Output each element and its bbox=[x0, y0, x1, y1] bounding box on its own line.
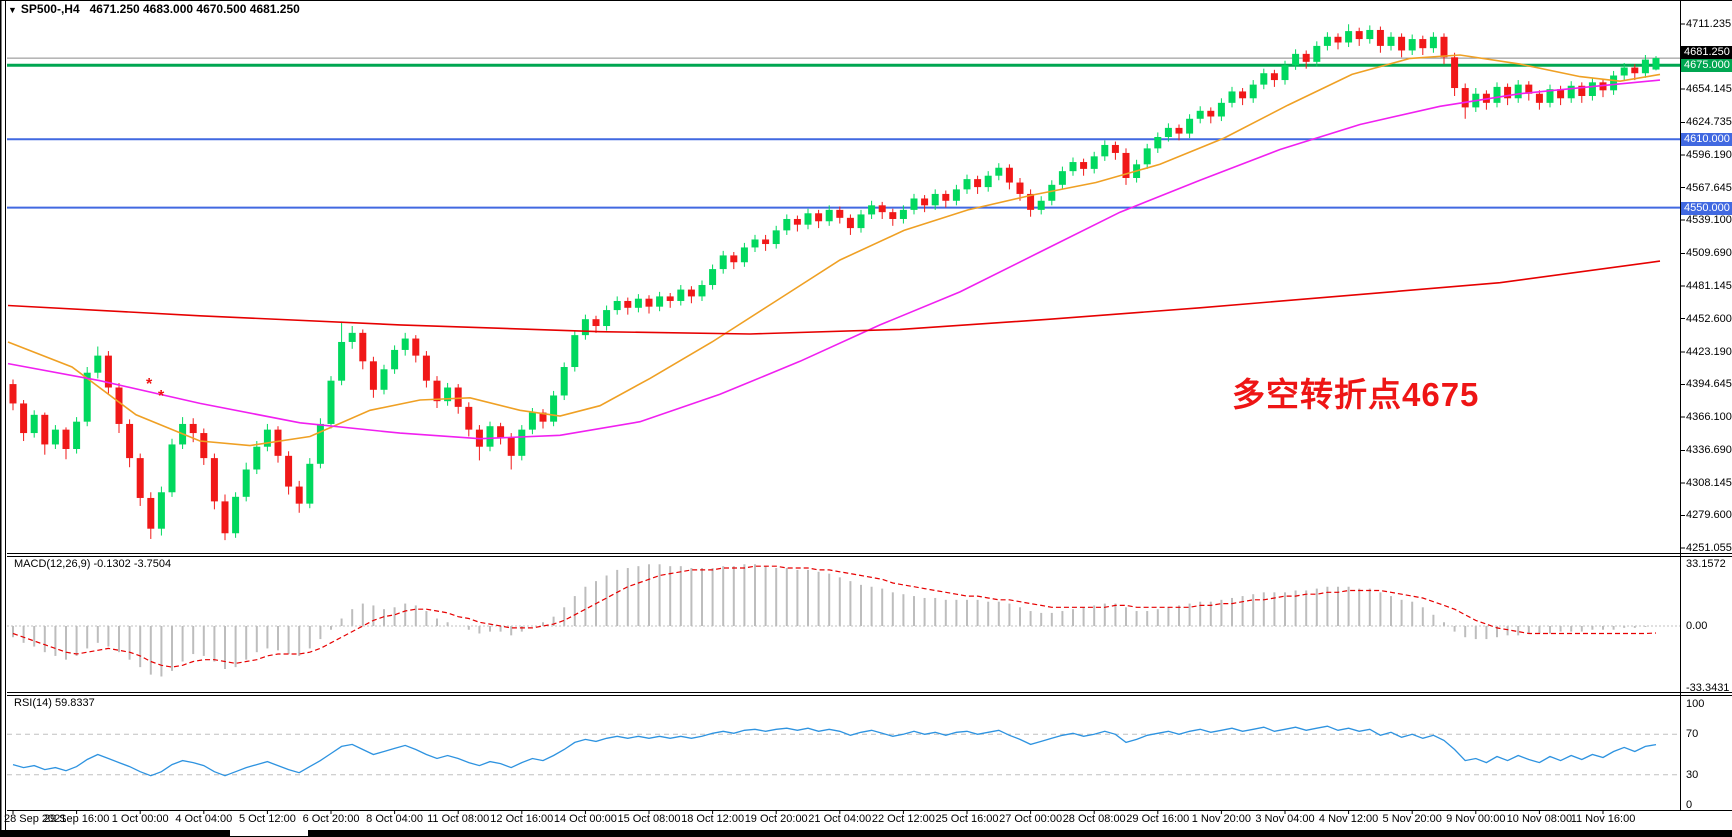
macd-axis-label: 0.00 bbox=[1686, 620, 1708, 632]
macd-axis-label: -33.3431 bbox=[1686, 682, 1730, 694]
time-tick-label: 15 Oct 08:00 bbox=[617, 813, 681, 825]
time-tick-label: 6 Oct 20:00 bbox=[302, 813, 360, 825]
blue-level-label: 4610.000 bbox=[1681, 133, 1732, 146]
time-tick-label: 27 Oct 00:00 bbox=[999, 813, 1063, 825]
price-tick-label: 4452.600 bbox=[1686, 313, 1732, 325]
blue-level-label: 4550.000 bbox=[1681, 202, 1732, 215]
current-price-label: 4681.250 bbox=[1681, 46, 1732, 59]
price-tick-label: 4711.235 bbox=[1686, 18, 1732, 30]
rsi-axis-label: 100 bbox=[1686, 698, 1705, 710]
rsi-axis-label: 0 bbox=[1686, 799, 1693, 811]
time-tick-label: 14 Oct 00:00 bbox=[553, 813, 617, 825]
time-tick-label: 21 Oct 04:00 bbox=[808, 813, 872, 825]
price-tick-label: 4279.600 bbox=[1686, 509, 1732, 521]
time-tick-label: 11 Oct 08:00 bbox=[427, 813, 490, 825]
price-tick-label: 4308.145 bbox=[1686, 477, 1732, 489]
time-tick-label: 19 Oct 20:00 bbox=[744, 813, 808, 825]
price-tick-label: 4423.190 bbox=[1686, 346, 1732, 358]
time-tick-label: 4 Oct 04:00 bbox=[175, 813, 233, 825]
macd-indicator-label: MACD(12,26,9) -0.1302 -3.7504 bbox=[14, 558, 172, 570]
ma-slow-red bbox=[7, 260, 1661, 335]
rsi-axis-label: 70 bbox=[1686, 728, 1699, 740]
time-tick-label: 29 Oct 16:00 bbox=[1126, 813, 1190, 825]
time-tick-label: 5 Nov 20:00 bbox=[1382, 813, 1442, 825]
time-tick-label: 29 Sep 16:00 bbox=[43, 813, 110, 825]
time-tick-label: 22 Oct 12:00 bbox=[871, 813, 935, 825]
time-tick-label: 28 Oct 08:00 bbox=[1062, 813, 1126, 825]
axis-ticks bbox=[12, 23, 1685, 814]
chart-title: ▼ SP500-,H4 4671.250 4683.000 4670.500 468… bbox=[8, 2, 300, 16]
macd-axis-label: 33.1572 bbox=[1686, 558, 1726, 570]
time-tick-label: 1 Oct 00:00 bbox=[111, 813, 169, 825]
ma-fast-orange bbox=[7, 54, 1661, 447]
price-tick-label: 4539.100 bbox=[1686, 214, 1732, 226]
price-tick-label: 4481.145 bbox=[1686, 280, 1732, 292]
time-tick-label: 12 Oct 16:00 bbox=[490, 813, 554, 825]
symbol-period-label: SP500-,H4 bbox=[20, 2, 80, 16]
horizontal-scrollbar[interactable] bbox=[0, 830, 1732, 837]
annotation-text: 多空转折点4675 bbox=[1232, 376, 1480, 413]
collapse-triangle-icon[interactable]: ▼ bbox=[8, 5, 17, 15]
time-tick-label: 3 Nov 04:00 bbox=[1255, 813, 1315, 825]
candles bbox=[9, 24, 1660, 541]
time-tick-label: 11 Nov 16:00 bbox=[1570, 813, 1636, 825]
rsi-plot bbox=[7, 725, 1680, 777]
time-tick-label: 10 Nov 08:00 bbox=[1506, 813, 1573, 825]
time-tick-label: 4 Nov 12:00 bbox=[1318, 813, 1379, 825]
time-tick-label: 28 Sep 2021 bbox=[4, 813, 67, 825]
ma-lines bbox=[7, 54, 1661, 447]
price-tick-label: 4336.690 bbox=[1686, 444, 1732, 456]
time-tick-label: 1 Nov 20:00 bbox=[1191, 813, 1252, 825]
price-tick-label: 4366.100 bbox=[1686, 411, 1732, 423]
price-tick-label: 4624.735 bbox=[1686, 116, 1732, 128]
fractal-star-mark: * bbox=[158, 388, 165, 405]
macd-plot bbox=[7, 564, 1680, 677]
price-tick-label: 4567.645 bbox=[1686, 182, 1732, 194]
time-tick-label: 25 Oct 16:00 bbox=[935, 813, 999, 825]
scrollbar-thumb[interactable] bbox=[230, 830, 308, 836]
time-tick-label: 5 Oct 12:00 bbox=[238, 813, 296, 825]
hlines bbox=[7, 57, 1680, 209]
rsi-indicator-label: RSI(14) 59.8337 bbox=[14, 697, 95, 709]
ohlc-values: 4671.250 4683.000 4670.500 4681.250 bbox=[89, 2, 300, 16]
ma-mid-magenta bbox=[7, 79, 1661, 440]
green-level-label: 4675.000 bbox=[1681, 59, 1732, 72]
price-tick-label: 4596.190 bbox=[1686, 149, 1732, 161]
price-tick-label: 4654.145 bbox=[1686, 83, 1732, 95]
price-tick-label: 4509.690 bbox=[1686, 247, 1732, 259]
price-tick-label: 4394.645 bbox=[1686, 378, 1732, 390]
time-tick-label: 18 Oct 12:00 bbox=[681, 813, 745, 825]
time-tick-label: 8 Oct 04:00 bbox=[366, 813, 424, 825]
time-tick-label: 9 Nov 00:00 bbox=[1446, 813, 1506, 825]
price-tick-label: 4251.055 bbox=[1686, 542, 1732, 554]
fractal-star-mark: * bbox=[146, 376, 153, 393]
rsi-axis-label: 30 bbox=[1686, 769, 1699, 781]
